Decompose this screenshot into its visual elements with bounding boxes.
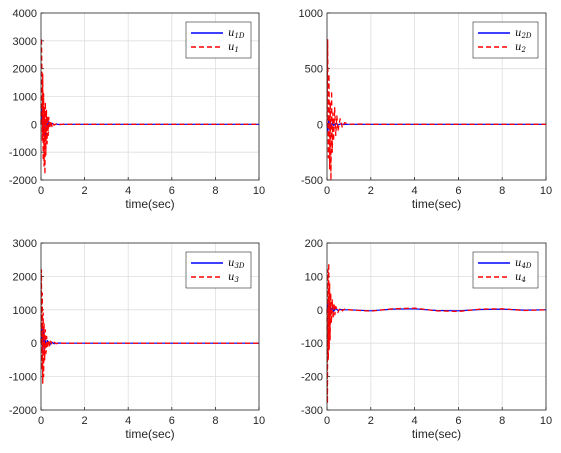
y-tick-label: 1000: [13, 305, 37, 317]
x-tick-label: 10: [540, 185, 552, 197]
y-tick-label: 100: [305, 271, 323, 283]
y-tick-label: 2000: [13, 64, 37, 76]
subplot-1: 0 2 4 6 8 10 4000 3000 2000 1000 0 -1000 -2000 time(s…: [9, 8, 265, 211]
y-tick-label: -200: [301, 372, 323, 384]
x-tick-label: 0: [38, 415, 44, 427]
y-tick-label: -300: [301, 405, 323, 417]
legend-entry: u4: [515, 272, 526, 284]
x-tick-label: 0: [324, 185, 330, 197]
x-tick-label: 0: [38, 185, 44, 197]
y-tick-label: 0: [31, 119, 37, 131]
axes-frame: [326, 12, 547, 181]
x-axis-label: time(sec): [125, 427, 174, 441]
axes-frame: [40, 242, 260, 411]
y-tick-label: 0: [317, 119, 323, 131]
y-tick-label: 3000: [13, 36, 37, 48]
x-tick-label: 2: [368, 185, 374, 197]
y-tick-label: 3000: [13, 238, 37, 250]
x-tick-label: 6: [455, 415, 461, 427]
x-tick-label: 8: [212, 415, 218, 427]
legend-box: [472, 251, 539, 289]
y-tick-label: 4000: [13, 8, 37, 20]
x-tick-label: 10: [253, 415, 265, 427]
x-tick-label: 8: [499, 415, 505, 427]
axes-frame: [40, 12, 260, 181]
axes-frame: [326, 242, 547, 411]
x-tick-label: 8: [499, 185, 505, 197]
x-tick-label: 2: [82, 415, 88, 427]
legend-box: [472, 21, 539, 59]
y-tick-label: 500: [305, 64, 323, 76]
x-axis-label: time(sec): [412, 427, 461, 441]
x-tick-label: 8: [212, 185, 218, 197]
y-tick-label: -1000: [9, 372, 37, 384]
x-tick-label: 4: [125, 415, 131, 427]
x-tick-label: 6: [169, 415, 175, 427]
series-line-u-2: [326, 39, 546, 181]
series-line-u-3: [40, 269, 259, 384]
y-tick-label: -2000: [9, 405, 37, 417]
x-tick-label: 2: [82, 185, 88, 197]
x-axis-label: time(sec): [412, 197, 461, 211]
x-tick-label: 2: [368, 415, 374, 427]
y-tick-label: 0: [31, 338, 37, 350]
y-tick-label: 2000: [13, 271, 37, 283]
series-line-u-4: [326, 262, 547, 404]
y-tick-label: -500: [301, 175, 323, 187]
series-line-u-1: [40, 37, 259, 176]
legend-entry: u3: [228, 272, 239, 284]
y-tick-label: 200: [305, 238, 323, 250]
y-tick-label: -1000: [9, 147, 37, 159]
legend-entry: u2: [515, 42, 526, 54]
y-tick-label: 1000: [299, 8, 323, 20]
subplot-3: 0 2 4 6 8 10 3000 2000 1000 0 -1000 -2000 time(sec) u…: [9, 238, 265, 441]
x-tick-label: 4: [125, 185, 131, 197]
y-tick-label: -100: [301, 338, 323, 350]
x-tick-label: 0: [324, 415, 330, 427]
x-tick-label: 10: [253, 185, 265, 197]
x-tick-label: 4: [412, 185, 418, 197]
y-tick-label: 1000: [13, 92, 37, 104]
x-tick-label: 10: [540, 415, 552, 427]
legend-box: [185, 251, 252, 289]
y-tick-label: 0: [317, 305, 323, 317]
x-tick-label: 4: [412, 415, 418, 427]
x-axis-label: time(sec): [125, 197, 174, 211]
y-tick-label: -2000: [9, 175, 37, 187]
legend-entry: u1: [228, 42, 239, 54]
legend-box: [185, 21, 252, 59]
x-tick-label: 6: [455, 185, 461, 197]
x-tick-label: 6: [169, 185, 175, 197]
